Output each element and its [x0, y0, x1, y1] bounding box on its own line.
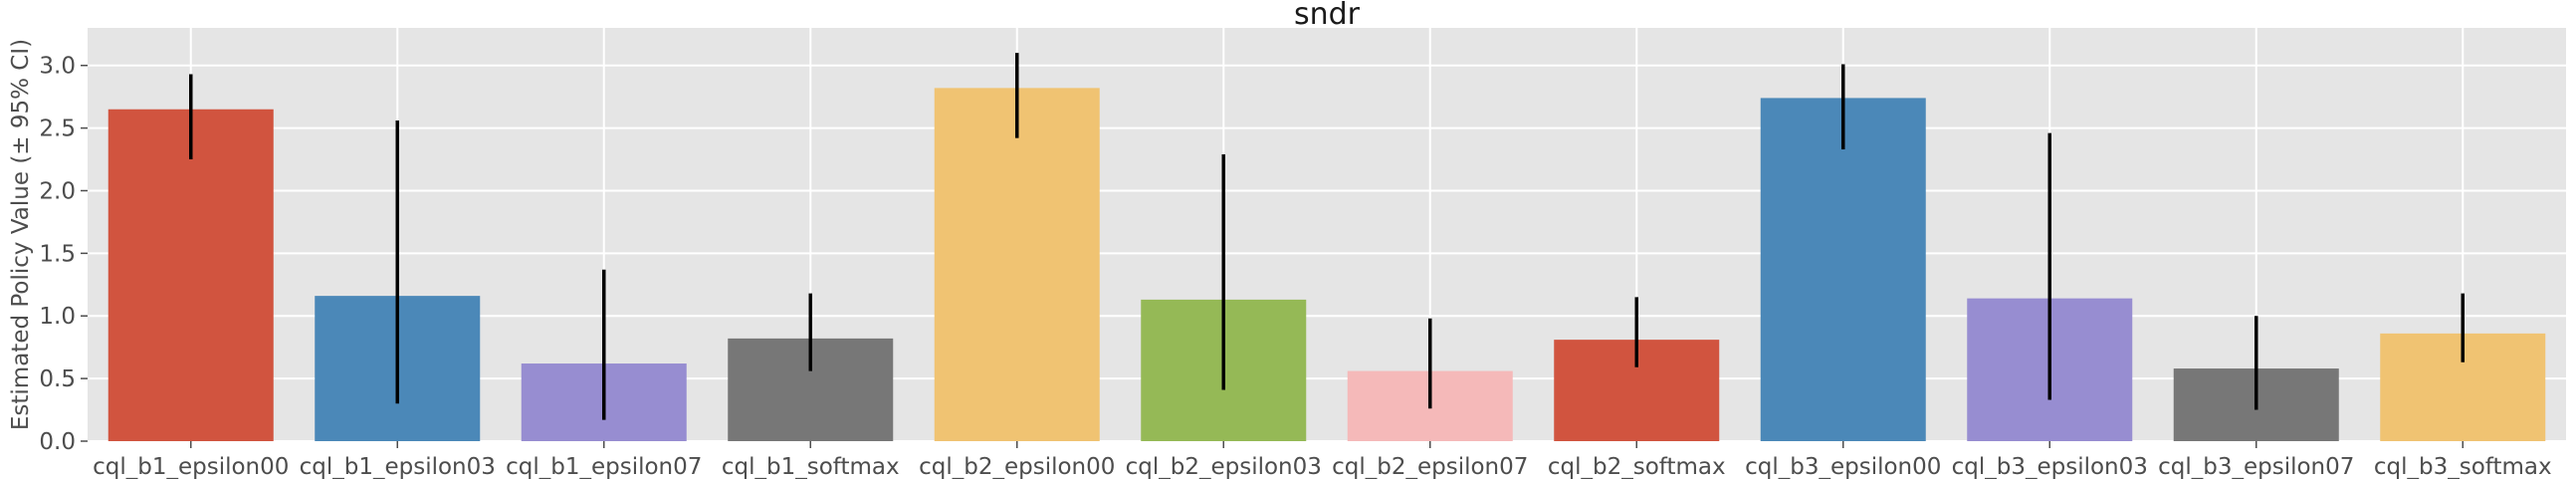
x-tick-label: cql_b1_epsilon00 — [93, 454, 289, 479]
x-tick-label: cql_b1_epsilon07 — [506, 454, 702, 479]
bar — [1760, 98, 1926, 441]
x-tick-label: cql_b1_epsilon03 — [300, 454, 496, 479]
x-tick-label: cql_b3_softmax — [2374, 454, 2552, 479]
y-gridlines — [88, 64, 2566, 442]
y-tick-label: 3.0 — [39, 54, 76, 80]
y-tick-label: 1.5 — [39, 241, 76, 267]
x-tick-label: cql_b2_epsilon00 — [919, 454, 1115, 479]
x-tick-label: cql_b3_epsilon07 — [2158, 454, 2354, 479]
y-tick-label: 0.5 — [39, 366, 76, 392]
x-tick-label: cql_b1_softmax — [722, 454, 900, 479]
y-tick-label: 0.0 — [39, 429, 76, 455]
y-tick-label: 2.5 — [39, 117, 76, 142]
y-axis-ticks: 0.0 0.5 1.0 1.5 2.0 2.5 3.0 — [39, 54, 88, 455]
x-tick-label: cql_b3_epsilon00 — [1745, 454, 1941, 479]
plot-background — [88, 28, 2566, 441]
bar — [107, 109, 274, 441]
x-tick-label: cql_b3_epsilon03 — [1952, 454, 2148, 479]
x-tick-label: cql_b2_epsilon03 — [1126, 454, 1322, 479]
x-tick-label: cql_b2_epsilon07 — [1332, 454, 1528, 479]
error-bars — [189, 53, 2465, 420]
chart-title: sndr — [1294, 0, 1361, 32]
x-axis-ticks: cql_b1_epsilon00 cql_b1_epsilon03 cql_b1_e… — [93, 441, 2552, 479]
y-axis-label: Estimated Policy Value (± 95% CI) — [8, 39, 34, 430]
x-tick-label: cql_b2_softmax — [1548, 454, 1726, 479]
y-tick-label: 1.0 — [39, 304, 76, 330]
bar — [934, 88, 1100, 441]
y-tick-label: 2.0 — [39, 178, 76, 204]
